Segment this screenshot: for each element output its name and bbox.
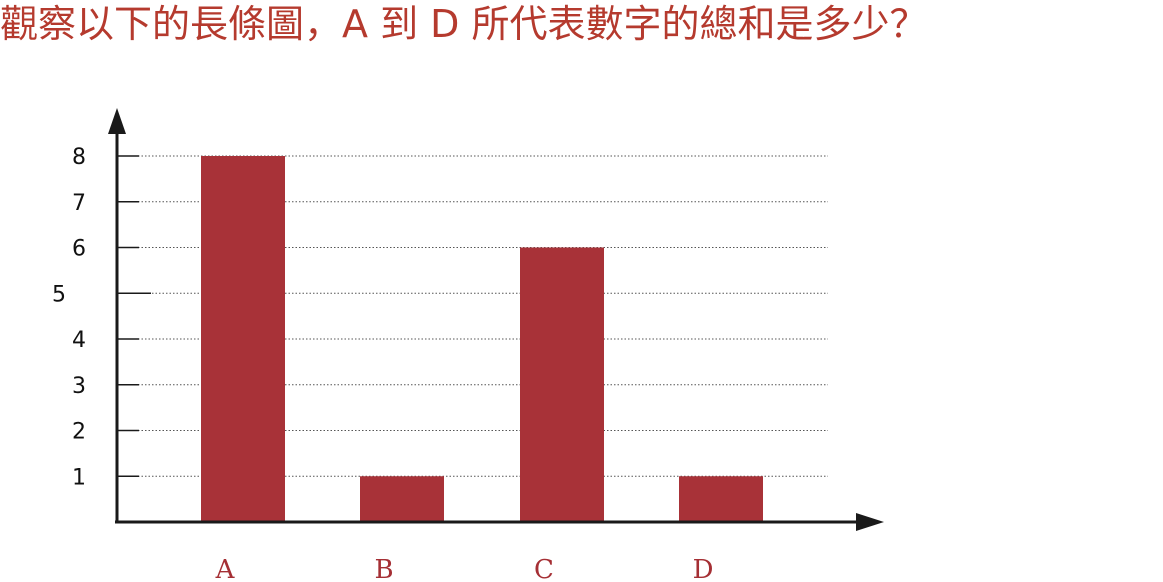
x-tick-label: C xyxy=(534,555,554,582)
bar-d xyxy=(679,476,763,522)
bar-b xyxy=(360,476,444,522)
x-tick-label: A xyxy=(215,555,236,582)
axes xyxy=(108,108,884,531)
x-tick-labels: A B C D xyxy=(215,555,714,582)
y-tick-label: 8 xyxy=(72,145,86,170)
bar-a xyxy=(201,156,285,522)
y-tick-label: 1 xyxy=(72,465,86,490)
y-tick-label: 6 xyxy=(72,237,86,262)
bar-c xyxy=(520,247,604,522)
bars xyxy=(201,156,763,522)
y-axis-arrow-icon xyxy=(108,108,126,134)
y-tick-label: 3 xyxy=(72,374,86,399)
x-tick-label: B xyxy=(374,555,393,582)
y-tick-label: 7 xyxy=(72,191,86,216)
y-tick-labels: 1 2 3 456 7 8 xyxy=(52,145,151,490)
x-axis-arrow-icon xyxy=(856,513,884,531)
question-text: 觀察以下的長條圖，A 到 D 所代表數字的總和是多少？ xyxy=(0,2,928,46)
y-tick-label: 5 xyxy=(52,282,66,307)
y-tick-label: 4 xyxy=(72,328,86,353)
x-tick-label: D xyxy=(693,555,714,582)
y-tick-label: 2 xyxy=(72,420,86,445)
